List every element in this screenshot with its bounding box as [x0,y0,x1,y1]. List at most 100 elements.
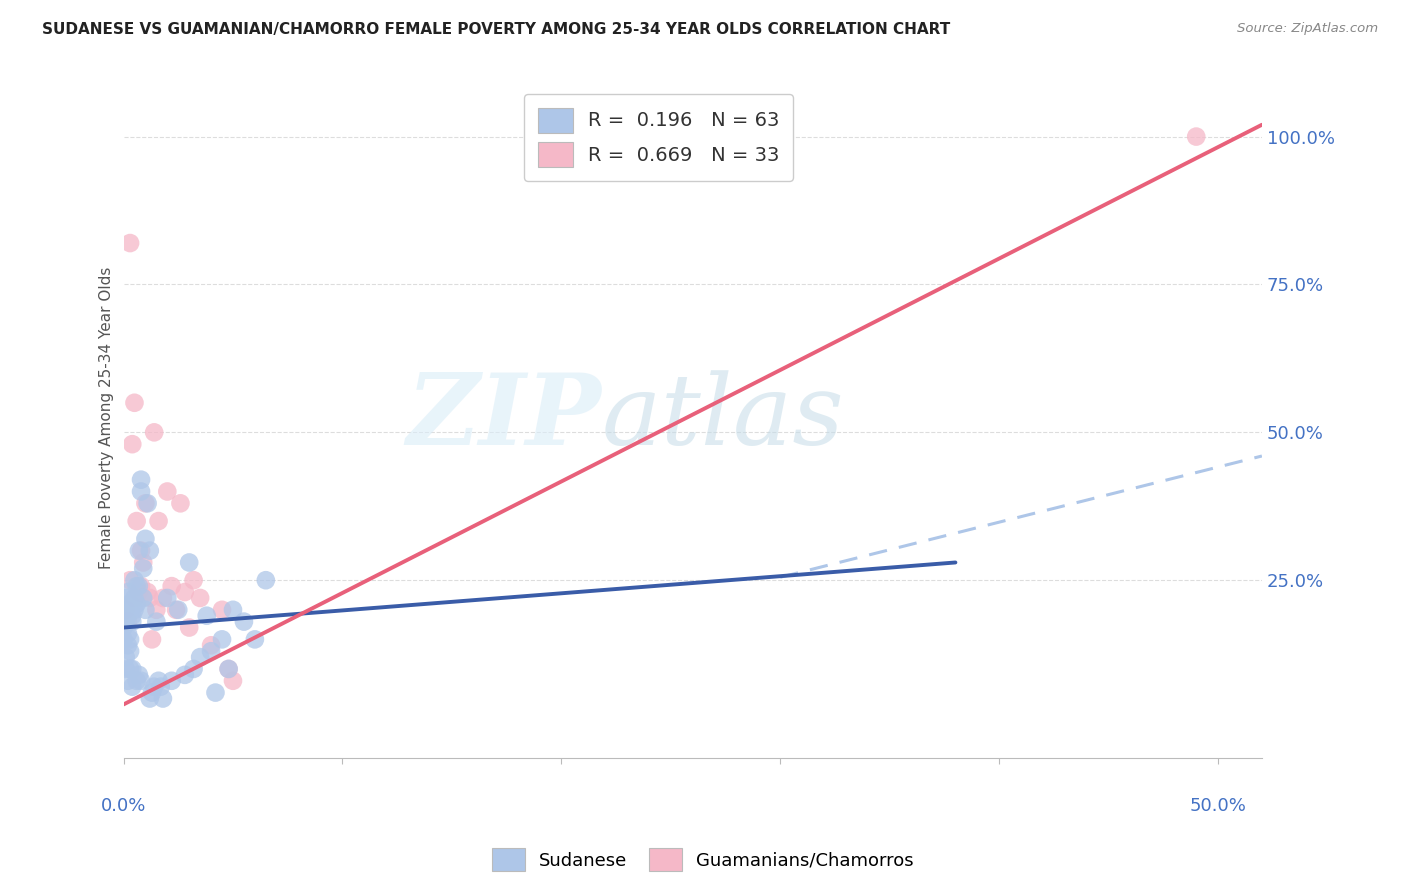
Point [160,579,183,593]
Point [114,650,136,665]
Point [114,603,136,617]
Text: 0.0%: 0.0% [101,797,146,814]
Point [152,591,174,605]
Point [129,673,152,688]
Point [121,437,143,451]
Point [143,425,166,440]
Point [132,591,155,605]
Point [128,585,150,599]
Point [128,543,150,558]
Point [152,691,174,706]
Point [124,603,146,617]
Point [211,632,233,647]
Point [218,662,240,676]
Point [200,644,222,658]
Point [125,579,148,593]
Point [148,514,170,528]
Point [120,235,142,250]
Point [139,591,162,605]
Point [117,626,139,640]
Point [183,662,205,676]
Point [141,632,163,647]
Point [120,644,142,658]
Point [129,579,152,593]
Point [183,573,205,587]
Point [188,591,211,605]
Text: ZIP: ZIP [406,369,602,466]
Point [167,603,190,617]
Point [254,573,277,587]
Point [136,496,159,510]
Point [117,615,139,629]
Point [145,603,167,617]
Point [124,591,146,605]
Point [139,691,162,706]
Point [204,685,226,699]
Point [114,615,136,629]
Point [112,621,135,635]
Point [129,484,152,499]
Point [218,662,240,676]
Point [134,532,156,546]
Point [136,585,159,599]
Point [160,673,183,688]
Point [117,585,139,599]
Point [117,673,139,688]
Legend: Sudanese, Guamanians/Chamorros: Sudanese, Guamanians/Chamorros [485,841,921,879]
Point [117,603,139,617]
Point [129,473,152,487]
Point [222,673,245,688]
Y-axis label: Female Poverty Among 25-34 Year Olds: Female Poverty Among 25-34 Year Olds [100,267,114,569]
Point [129,543,152,558]
Point [1185,129,1208,144]
Text: atlas: atlas [602,370,845,466]
Point [132,556,155,570]
Point [173,585,195,599]
Point [232,615,254,629]
Point [125,673,148,688]
Point [179,556,201,570]
Text: Source: ZipAtlas.com: Source: ZipAtlas.com [1237,22,1378,36]
Point [120,603,142,617]
Point [128,668,150,682]
Point [156,484,179,499]
Point [125,597,148,611]
Point [134,496,156,510]
Point [120,632,142,647]
Point [141,685,163,699]
Point [173,668,195,682]
Point [120,597,142,611]
Point [222,603,245,617]
Point [169,496,191,510]
Point [148,673,170,688]
Point [211,603,233,617]
Point [117,638,139,652]
Point [124,396,146,410]
Point [114,603,136,617]
Text: SUDANESE VS GUAMANIAN/CHAMORRO FEMALE POVERTY AMONG 25-34 YEAR OLDS CORRELATION : SUDANESE VS GUAMANIAN/CHAMORRO FEMALE PO… [42,22,950,37]
Point [112,632,135,647]
Point [200,638,222,652]
Point [124,591,146,605]
Point [179,621,201,635]
Point [139,543,162,558]
Point [121,615,143,629]
Point [120,662,142,676]
Point [114,591,136,605]
Point [195,608,218,623]
Point [145,615,167,629]
Point [125,514,148,528]
Point [243,632,266,647]
Point [120,573,142,587]
Text: 50.0%: 50.0% [1189,797,1247,814]
Point [134,603,156,617]
Legend: R =  0.196   N = 63, R =  0.669   N = 33: R = 0.196 N = 63, R = 0.669 N = 33 [524,94,793,181]
Point [132,561,155,575]
Point [124,573,146,587]
Point [156,591,179,605]
Point [121,662,143,676]
Point [188,650,211,665]
Point [121,680,143,694]
Point [121,608,143,623]
Point [143,680,166,694]
